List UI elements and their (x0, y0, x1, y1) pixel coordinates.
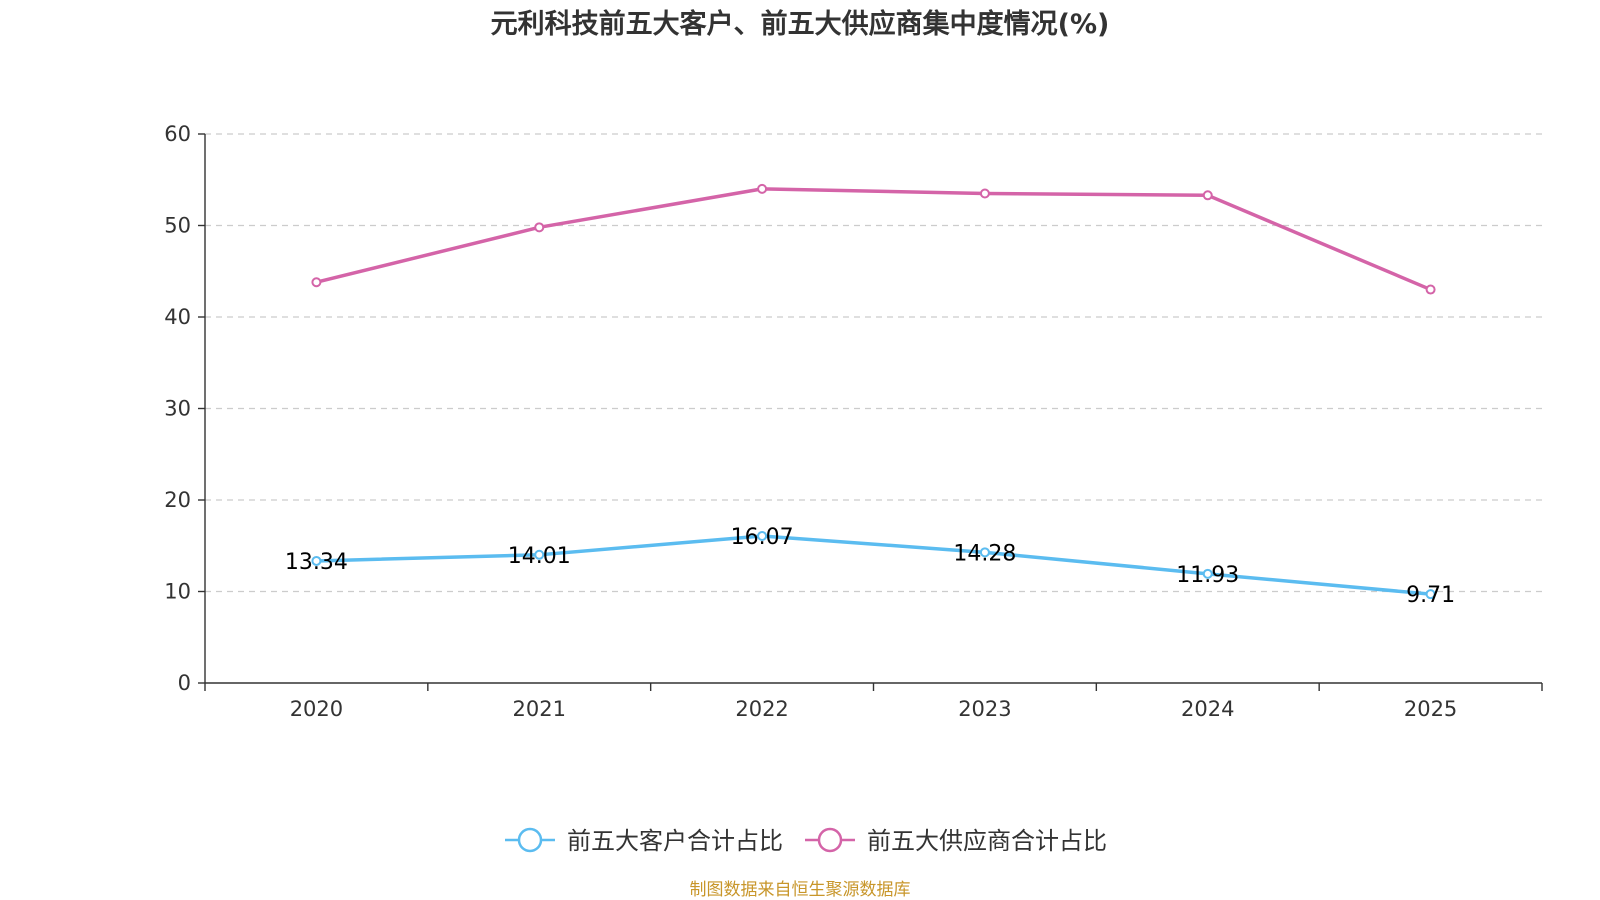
data-point (311, 555, 322, 566)
series-group (311, 183, 1436, 600)
data-point (979, 547, 990, 558)
axes: 0 10 20 30 40 50 60 2020 2021 2022 2023 2024 2025 (164, 122, 1543, 721)
x-tick-label: 2025 (1404, 697, 1457, 721)
data-label: 11.93 (1176, 563, 1239, 588)
data-point (1202, 190, 1213, 201)
x-tick-label: 2024 (1181, 697, 1234, 721)
data-point (534, 549, 545, 560)
series-line-0 (316, 534, 1431, 596)
data-label: 9.71 (1406, 583, 1455, 608)
chart-title: 元利科技前五大客户、前五大供应商集中度情况(%) (491, 8, 1110, 40)
x-tick-label: 2022 (735, 697, 788, 721)
x-tick-label: 2023 (958, 697, 1011, 721)
data-label: 14.28 (953, 541, 1016, 566)
y-tick-label: 50 (164, 214, 191, 238)
data-label: 14.01 (508, 544, 571, 569)
data-point (1202, 568, 1213, 579)
x-tick-label: 2020 (290, 697, 343, 721)
y-tick-label: 40 (164, 305, 191, 329)
legend[interactable]: 前五大客户合计占比 前五大供应商合计占比 (505, 827, 1107, 855)
data-labels: 13.34 14.01 16.07 14.28 11.93 9.71 (285, 525, 1455, 608)
data-label: 16.07 (731, 525, 794, 550)
legend-marker-icon (517, 827, 543, 853)
legend-label: 前五大客户合计占比 (567, 827, 783, 855)
legend-item-0[interactable]: 前五大客户合计占比 (505, 827, 783, 855)
y-tick-label: 20 (164, 488, 191, 512)
legend-item-1[interactable]: 前五大供应商合计占比 (805, 827, 1107, 855)
data-point (979, 188, 990, 199)
data-point (1425, 589, 1436, 600)
data-point (311, 277, 322, 288)
legend-label: 前五大供应商合计占比 (867, 827, 1107, 855)
grid-lines (205, 133, 1542, 593)
data-point (757, 183, 768, 194)
data-point (534, 222, 545, 233)
source-note: 制图数据来自恒生聚源数据库 (690, 880, 911, 900)
data-point (1425, 284, 1436, 295)
legend-marker-icon (817, 827, 843, 853)
y-tick-label: 10 (164, 580, 191, 604)
y-tick-label: 30 (164, 397, 191, 421)
y-tick-label: 60 (164, 122, 191, 146)
y-tick-label: 0 (178, 671, 191, 695)
series-line-1 (315, 187, 1432, 292)
x-tick-label: 2021 (513, 697, 566, 721)
data-point (757, 530, 768, 541)
data-label: 13.34 (285, 550, 348, 575)
